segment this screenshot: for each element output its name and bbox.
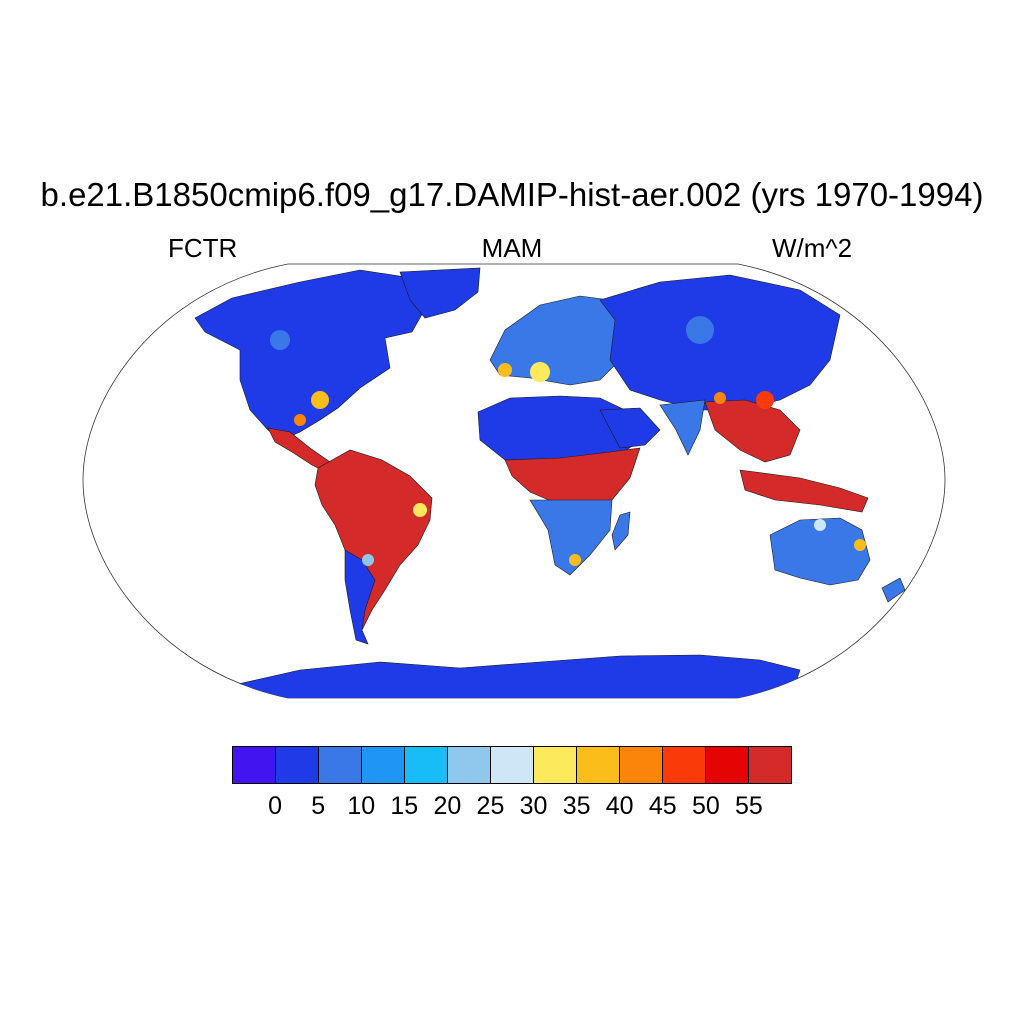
india [659, 399, 706, 456]
asia [599, 274, 841, 411]
colorbar-box [405, 747, 448, 783]
accent-s-africa [569, 554, 581, 566]
colorbar-box [706, 747, 749, 783]
accent-himalaya [714, 392, 726, 404]
colorbar-box [233, 747, 276, 783]
colorbar-box [577, 747, 620, 783]
greenland [399, 267, 481, 319]
accent-mediterranean [530, 362, 550, 382]
africa-south [529, 499, 613, 576]
colorbar-box [319, 747, 362, 783]
colorbar-tick-label: 15 [390, 792, 419, 820]
colorbar-tick-label: 5 [311, 792, 326, 820]
colorbar-tick-label: 35 [562, 792, 591, 820]
plot-title: b.e21.B1850cmip6.f09_g17.DAMIP-hist-aer.… [40, 176, 984, 213]
colorbar-box [448, 747, 491, 783]
colorbar-box [362, 747, 405, 783]
colorbar-tick-label: 10 [347, 792, 376, 820]
accent-canada [270, 330, 290, 350]
colorbar-box [491, 747, 534, 783]
units-label: W/m^2 [772, 233, 853, 263]
south-america [314, 449, 433, 631]
indonesia [739, 469, 869, 513]
colorbar-box [276, 747, 319, 783]
africa-central [504, 447, 641, 506]
arabia [599, 407, 661, 449]
colorbar-tick-label: 40 [605, 792, 634, 820]
colorbar-tick-label: 30 [519, 792, 548, 820]
colorbar-box [663, 747, 706, 783]
accent-china-south [756, 391, 774, 409]
colorbar-tick-label: 55 [735, 792, 763, 820]
accent-patagonia [362, 554, 374, 566]
accent-iberia [498, 363, 512, 377]
colorbar-tick-label: 50 [691, 792, 720, 820]
variable-label: FCTR [168, 233, 238, 263]
accent-brazil-east [413, 503, 427, 517]
accent-aus-north [814, 519, 826, 531]
south-america-south [344, 549, 376, 645]
accent-siberia [686, 316, 714, 344]
antarctica [237, 654, 801, 698]
madagascar [611, 511, 631, 551]
accent-eastern-us [311, 391, 329, 409]
colorbar [232, 746, 792, 784]
new-zealand [881, 577, 906, 603]
colorbar-tick-label: 25 [476, 792, 505, 820]
colorbar-tick-label: 45 [648, 792, 677, 820]
accent-aus-east [854, 539, 866, 551]
accent-florida [294, 414, 306, 426]
colorbar-tick-label: 0 [268, 792, 283, 820]
colorbar-box [534, 747, 577, 783]
season-label: MAM [481, 233, 543, 263]
colorbar-tick-label: 20 [433, 792, 462, 820]
north-america [194, 269, 431, 441]
colorbar-box [749, 747, 791, 783]
colorbar-box [620, 747, 663, 783]
